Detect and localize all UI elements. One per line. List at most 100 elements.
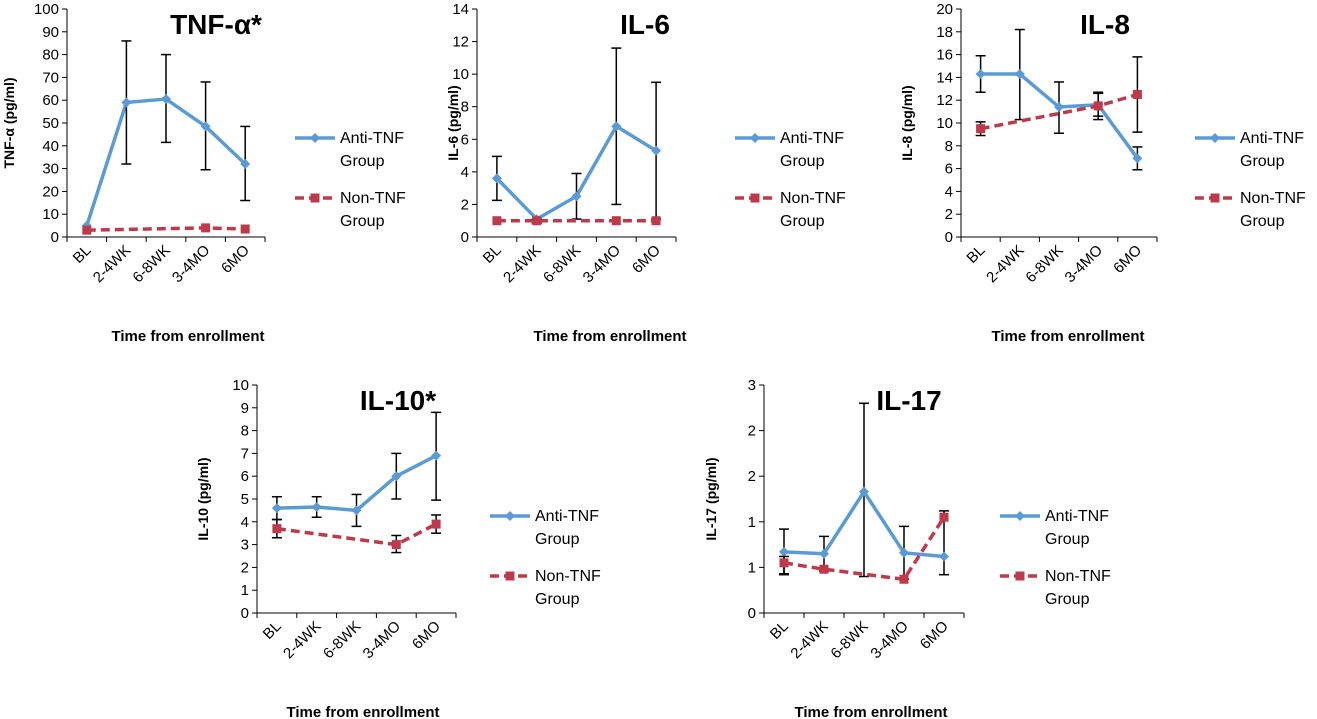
y-tick-label: 0 (748, 605, 756, 622)
y-tick-label: 20 (936, 1, 953, 18)
data-point-square (201, 223, 211, 233)
y-tick-label: 14 (936, 69, 953, 86)
series-non-tnf (975, 56, 1143, 137)
y-tick-label: 6 (461, 131, 469, 148)
legend-label: Group (340, 153, 385, 170)
series-anti-tnf (81, 40, 251, 231)
data-point-diamond (899, 547, 909, 558)
y-tick-label: 2 (241, 559, 249, 576)
legend-label: Non-TNF (1240, 190, 1306, 207)
y-tick-label: 8 (945, 138, 953, 155)
x-axis-label: Time from enrollment (111, 328, 264, 345)
series-non-tnf (271, 514, 442, 554)
y-tick-label: 1 (748, 559, 756, 576)
data-point-diamond (975, 68, 986, 79)
legend: Anti-TNF Group Non-TNF Group (295, 130, 406, 230)
y-tick-label: 16 (936, 47, 953, 64)
y-tick-label: 3 (748, 377, 756, 394)
y-tick-label: 60 (42, 92, 59, 109)
legend-swatch-square (1015, 571, 1025, 581)
x-tick-label: 6-8WK (540, 242, 584, 286)
data-point-diamond (200, 121, 211, 132)
data-point-diamond (311, 501, 322, 512)
legend-label: Anti-TNF (1240, 130, 1304, 147)
legend-label: Group (780, 153, 825, 170)
y-tick-label: 10 (936, 115, 953, 132)
legend-label: Group (1045, 591, 1090, 608)
x-tick-label: 2-4WK (500, 242, 544, 286)
x-tick-label: BL (963, 242, 988, 267)
y-tick-label: 1 (241, 582, 249, 599)
y-tick-label: 4 (945, 183, 953, 200)
legend-label: Anti-TNF (780, 130, 844, 147)
x-tick-label: 3-4MO (1062, 242, 1106, 286)
y-tick-label: 2 (748, 468, 756, 485)
data-point-square (391, 540, 401, 550)
y-tick-label: 1 (748, 514, 756, 531)
y-axis-label: IL-6 (pg/ml) (445, 85, 461, 160)
y-tick-label: 70 (42, 69, 59, 86)
data-point-square (431, 519, 441, 529)
x-tick-label: 3-4MO (580, 242, 624, 286)
y-tick-label: 0 (945, 229, 953, 246)
series-non-tnf (82, 223, 250, 235)
y-tick-label: 9 (241, 400, 249, 417)
y-tick-label: 0 (461, 229, 469, 246)
data-point-diamond (859, 486, 869, 497)
y-tick-label: 12 (936, 92, 953, 109)
y-tick-label: 40 (42, 138, 59, 155)
y-tick-label: 7 (241, 445, 249, 462)
series-line (86, 226, 246, 232)
legend-label: Group (535, 531, 580, 548)
series-non-tnf (779, 512, 949, 584)
data-point-square (1093, 101, 1103, 111)
x-tick-label: 6MO (1110, 242, 1145, 277)
legend-swatch-diamond (310, 133, 320, 143)
data-point-square (651, 216, 661, 226)
legend-label: Non-TNF (340, 190, 406, 207)
data-point-square (939, 512, 949, 522)
legend-label: Group (535, 591, 580, 608)
y-tick-label: 10 (452, 66, 469, 83)
x-tick-label: BL (260, 618, 285, 643)
legend-swatch-square (1210, 193, 1220, 203)
x-tick-label: BL (70, 242, 95, 267)
y-tick-label: 4 (241, 514, 249, 531)
legend-label: Non-TNF (780, 190, 846, 207)
data-point-square (82, 225, 92, 235)
legend: Anti-TNF Group Non-TNF Group (1000, 508, 1111, 608)
legend-label: Anti-TNF (1045, 508, 1109, 525)
data-point-diamond (240, 159, 251, 170)
data-point-square (272, 524, 282, 534)
y-tick-label: 14 (452, 1, 469, 18)
y-tick-label: 20 (42, 183, 59, 200)
data-point-diamond (1014, 68, 1025, 79)
y-tick-label: 0 (51, 229, 59, 246)
x-tick-label: 6MO (409, 618, 444, 653)
data-point-diamond (611, 121, 622, 132)
x-axis-label: Time from enrollment (794, 704, 947, 719)
data-point-square (779, 558, 789, 568)
legend-label: Group (340, 213, 385, 230)
data-point-diamond (1132, 153, 1143, 164)
legend-swatch-diamond (750, 133, 760, 143)
y-tick-label: 10 (42, 206, 59, 223)
data-point-diamond (651, 145, 662, 156)
x-axis-label: Time from enrollment (286, 704, 439, 719)
x-tick-label: 3-4MO (867, 618, 911, 662)
x-tick-label: 6MO (629, 242, 664, 277)
y-tick-label: 50 (42, 115, 59, 132)
series-anti-tnf (271, 411, 442, 528)
x-tick-label: BL (480, 242, 505, 267)
y-axis-label: IL-8 (pg/ml) (899, 85, 915, 160)
x-tick-label: 6-8WK (129, 242, 173, 286)
data-point-square (532, 216, 542, 226)
x-tick-label: 6-8WK (827, 618, 871, 662)
data-point-square (819, 564, 829, 574)
data-point-square (492, 216, 502, 226)
legend-swatch-square (310, 193, 320, 203)
series-anti-tnf (779, 402, 949, 581)
